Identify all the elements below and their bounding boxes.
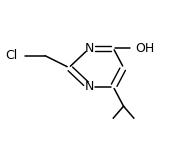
Text: N: N — [85, 42, 94, 55]
Text: Cl: Cl — [6, 49, 18, 62]
Text: OH: OH — [136, 42, 155, 55]
Text: N: N — [85, 80, 94, 93]
